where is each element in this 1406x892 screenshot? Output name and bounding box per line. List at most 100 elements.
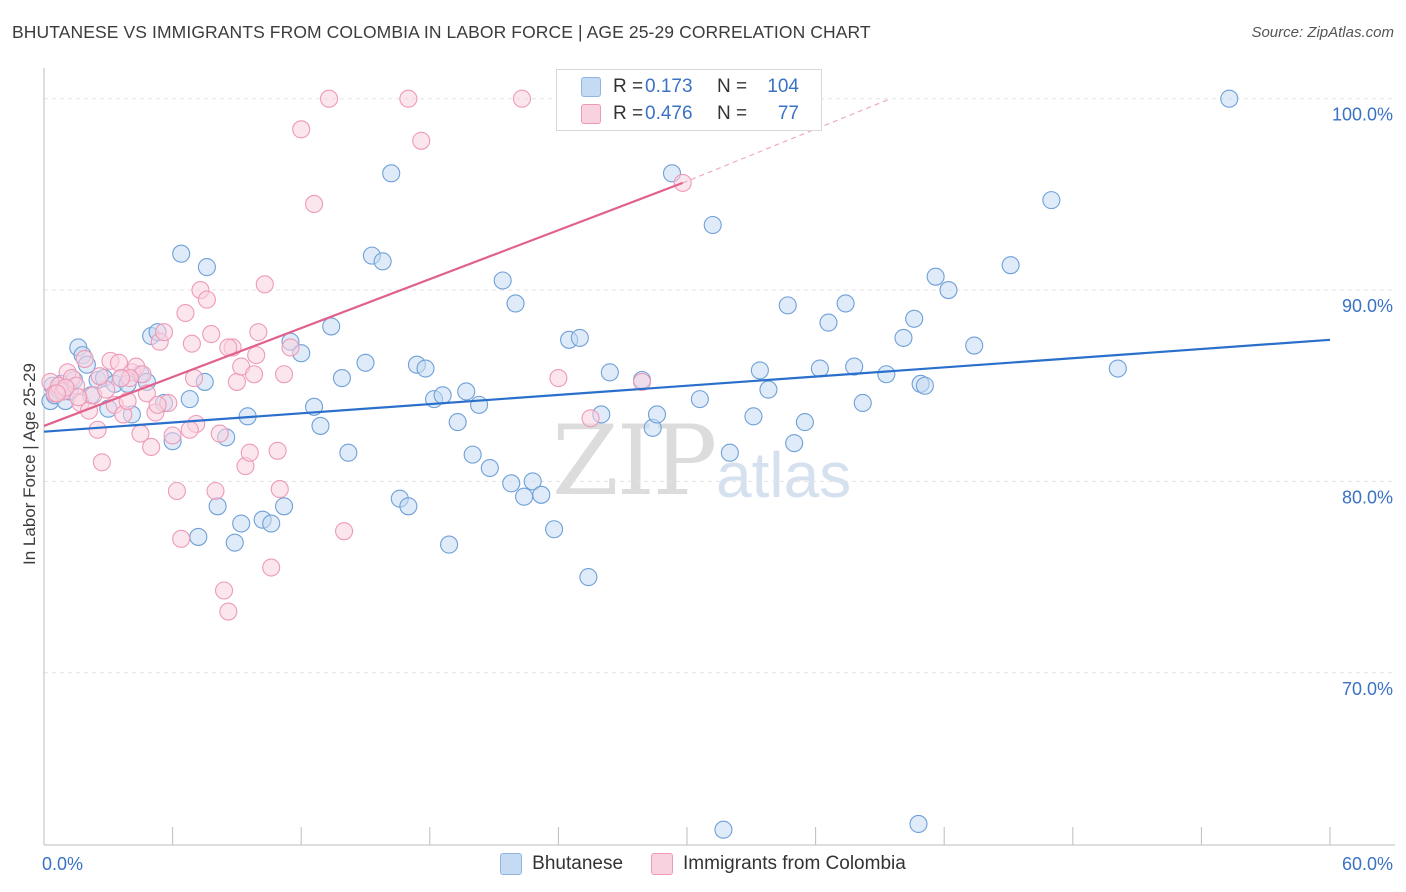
point-colombia [75,349,94,369]
point-bhutanese [506,294,525,313]
point-bhutanese [232,514,251,533]
point-bhutanese [433,386,452,405]
point-colombia [292,120,311,139]
y-tick-label: 80.0% [1342,487,1393,507]
point-colombia [255,275,274,294]
series-label-colombia: Immigrants from Colombia [683,853,906,874]
point-bhutanese [1108,359,1127,378]
point-colombia [176,303,195,323]
point-bhutanese [189,527,208,546]
series-legend-bhutanese[interactable]: Bhutanese [500,853,623,875]
point-bhutanese [322,317,341,336]
point-bhutanese [647,405,667,424]
point-bhutanese [515,487,534,506]
point-colombia [632,372,652,391]
point-bhutanese [570,328,589,347]
point-bhutanese [172,244,191,263]
point-colombia [399,89,418,108]
point-colombia [581,409,600,428]
point-bhutanese [1042,191,1061,210]
trend-lines [43,98,1331,433]
legend-row-colombia: R = 0.476 N = 77 [581,102,799,126]
chart-title: BHUTANESE VS IMMIGRANTS FROM COLOMBIA IN… [12,22,871,42]
point-colombia [92,453,111,472]
point-bhutanese [836,294,855,313]
point-colombia [167,481,186,501]
point-colombia [249,323,268,342]
point-bhutanese [502,474,521,493]
point-colombia [240,443,259,462]
point-colombia [305,194,324,214]
point-colombia [148,395,167,414]
trend-line-colombia [43,181,684,427]
point-colombia [412,131,431,150]
point-bhutanese [1001,256,1020,275]
point-bhutanese [750,361,769,380]
point-colombia [512,89,532,108]
point-bhutanese [690,390,709,409]
x-tick-label: 0.0% [42,854,83,874]
point-colombia [69,388,88,407]
series-label-bhutanese: Bhutanese [532,853,624,874]
point-bhutanese [939,281,958,300]
point-colombia [47,384,66,403]
y-axis-label-wrap: In Labor Force | Age 25-29 [18,0,42,892]
legend-swatch-bhutanese [581,77,601,97]
point-bhutanese [905,309,924,328]
point-bhutanese [819,313,838,332]
point-bhutanese [480,458,499,478]
point-bhutanese [894,328,913,347]
point-colombia [335,522,354,541]
point-bhutanese [545,520,564,539]
point-bhutanese [926,267,945,286]
point-bhutanese [225,533,244,552]
point-bhutanese [311,416,330,435]
point-bhutanese [470,395,489,414]
trend-extension-colombia [682,98,891,184]
point-bhutanese [778,296,797,315]
point-colombia [88,420,107,439]
point-bhutanese [448,413,467,432]
point-bhutanese [373,252,392,271]
tick-labels: 100.0% 90.0% 80.0% 70.0% 0.0% 60.0% [42,105,1393,874]
legend-r-value: 0.476 [645,103,693,124]
axes [43,68,1395,846]
series-legend-colombia[interactable]: Immigrants from Colombia [651,853,906,875]
point-colombia [549,369,568,388]
series-legend: Bhutanese Immigrants from Colombia [0,852,1406,876]
y-axis-label: In Labor Force | Age 25-29 [20,363,39,565]
point-colombia [227,372,246,391]
point-bhutanese [795,413,814,432]
point-bhutanese [909,814,928,834]
point-bhutanese [493,271,512,290]
legend-swatch-colombia [581,104,601,124]
legend-r-label: R = [613,103,644,124]
point-bhutanese [877,365,896,384]
legend-n-label: N = [717,76,748,97]
point-bhutanese [720,443,739,462]
legend-n-label: N = [717,103,748,124]
series-swatch-bhutanese [500,853,523,875]
point-bhutanese [579,568,598,587]
point-bhutanese [744,407,763,426]
point-bhutanese [845,357,864,376]
point-colombia [320,89,339,108]
point-bhutanese [853,393,872,413]
point-colombia [163,426,182,445]
point-bhutanese [785,434,804,453]
point-bhutanese [416,359,435,378]
point-colombia [182,334,201,353]
point-bhutanese [399,497,418,516]
point-bhutanese [463,445,482,464]
point-bhutanese [197,258,216,277]
point-bhutanese [275,497,294,516]
point-colombia [275,365,294,384]
point-colombia [219,602,238,621]
y-tick-label: 70.0% [1342,679,1393,699]
point-bhutanese [600,363,619,382]
point-bhutanese [759,380,778,399]
point-colombia [154,323,174,342]
point-bhutanese [332,369,351,388]
point-bhutanese [714,820,733,839]
